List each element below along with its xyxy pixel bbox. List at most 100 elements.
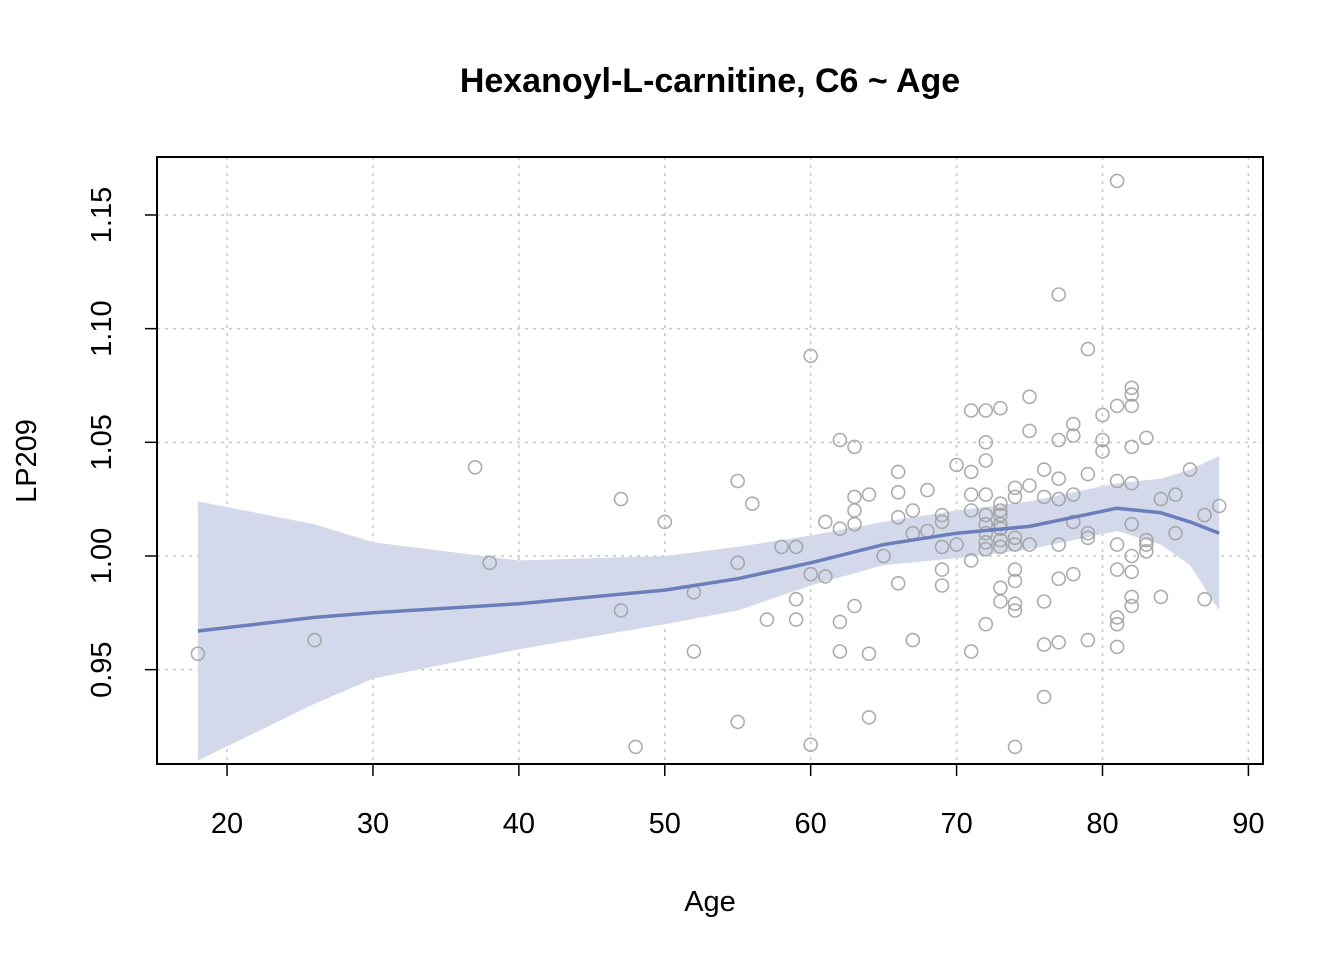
data-point: [1080, 530, 1096, 546]
data-point: [803, 566, 819, 582]
data-point: [934, 539, 950, 555]
data-point: [1051, 635, 1066, 650]
data-point: [190, 646, 206, 662]
data-point: [657, 514, 673, 530]
data-point: [1051, 471, 1066, 487]
data-point: [1066, 416, 1081, 432]
data-point: [993, 594, 1008, 609]
data-point: [1022, 389, 1037, 405]
x-tick-label: 40: [503, 808, 535, 840]
data-point: [1124, 548, 1139, 564]
points-layer: [190, 173, 1227, 755]
plot-frame: [156, 156, 1264, 765]
data-point: [1109, 537, 1125, 552]
data-point: [730, 473, 746, 489]
data-point: [1007, 596, 1023, 612]
data-point: [1124, 598, 1139, 614]
data-point: [1109, 639, 1125, 655]
data-point: [1066, 566, 1081, 582]
fit-line: [197, 506, 1220, 633]
data-point: [861, 487, 877, 502]
data-point: [978, 525, 994, 541]
x-tick-label: 50: [649, 808, 681, 840]
data-point: [847, 489, 862, 505]
data-point: [730, 714, 746, 730]
y-tick-label: 0.95: [86, 641, 118, 697]
data-point: [1051, 432, 1066, 448]
data-point: [1066, 428, 1081, 443]
data-point: [1153, 491, 1169, 507]
data-point: [1007, 530, 1023, 546]
y-tick-label: 1.15: [86, 187, 118, 243]
data-point: [1080, 525, 1096, 541]
data-point: [1007, 573, 1023, 589]
data-point: [788, 612, 804, 627]
data-point: [978, 453, 994, 468]
data-point: [1095, 432, 1110, 448]
data-point: [1139, 430, 1154, 446]
data-point: [628, 739, 643, 755]
data-point: [963, 553, 979, 568]
data-point: [978, 616, 994, 632]
data-point: [949, 457, 964, 473]
data-point: [1168, 525, 1183, 541]
data-point: [1051, 491, 1066, 507]
data-point: [993, 532, 1008, 548]
data-point: [1036, 637, 1052, 652]
data-point: [1022, 423, 1037, 439]
data-point: [1139, 544, 1154, 559]
x-axis-title: Age: [684, 886, 736, 918]
grid: [157, 157, 1263, 764]
data-point: [847, 598, 862, 614]
data-point: [1036, 594, 1052, 609]
data-point: [861, 646, 877, 662]
data-point: [1007, 603, 1023, 618]
data-point: [1080, 632, 1096, 648]
data-point: [482, 555, 498, 571]
data-point: [1139, 532, 1154, 548]
data-point: [978, 541, 994, 557]
data-point: [803, 737, 819, 753]
data-point: [744, 496, 760, 512]
data-point: [1022, 537, 1037, 552]
data-point: [847, 503, 862, 518]
chart-title: Hexanoyl-L-carnitine, C6 ~ Age: [460, 62, 960, 100]
data-point: [730, 555, 746, 571]
data-point: [861, 710, 877, 725]
data-point: [963, 503, 979, 518]
data-point: [1109, 473, 1125, 489]
x-axis: 20 30 40 50 60 70 80 90: [211, 764, 1265, 840]
data-point: [920, 482, 935, 498]
data-point: [832, 521, 848, 537]
y-tick-label: 1.00: [86, 528, 118, 584]
data-point: [934, 578, 950, 593]
data-point: [832, 614, 848, 630]
data-point: [803, 348, 819, 364]
data-point: [847, 516, 862, 532]
data-point: [1036, 489, 1052, 505]
data-point: [817, 569, 833, 584]
data-point: [1022, 478, 1037, 493]
data-point: [774, 539, 789, 555]
data-point: [788, 539, 804, 555]
data-point: [1036, 462, 1052, 477]
data-point: [1124, 475, 1139, 491]
data-point: [759, 612, 775, 627]
data-point: [1095, 407, 1110, 423]
data-point: [1197, 591, 1212, 607]
data-point: [890, 464, 906, 480]
data-point: [1036, 689, 1052, 705]
data-point: [817, 514, 833, 530]
data-point: [832, 644, 848, 659]
data-point: [905, 503, 921, 518]
data-point: [1095, 444, 1110, 459]
x-tick-label: 30: [357, 808, 389, 840]
data-point: [876, 548, 891, 564]
x-tick-label: 20: [211, 808, 243, 840]
data-point: [993, 539, 1008, 555]
data-point: [1124, 380, 1139, 396]
data-point: [1109, 610, 1125, 625]
x-tick-label: 70: [940, 808, 972, 840]
data-point: [934, 507, 950, 523]
data-point: [613, 603, 629, 618]
